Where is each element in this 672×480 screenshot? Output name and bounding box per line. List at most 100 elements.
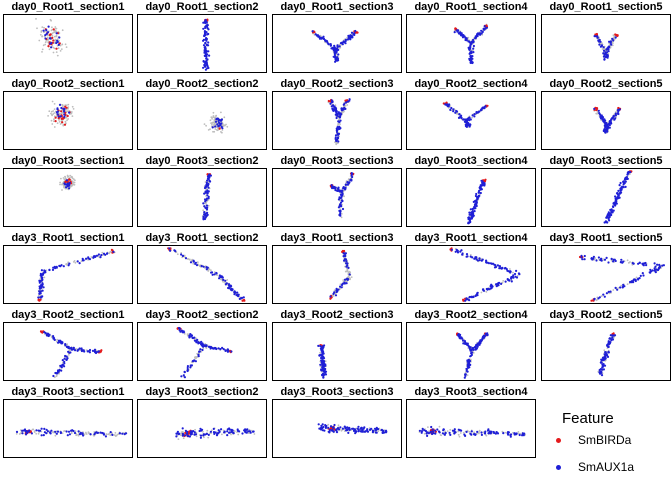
spot-background [203, 123, 206, 125]
spot-background [223, 116, 226, 119]
spot-smaux1a [204, 53, 208, 56]
spot-smaux1a [223, 430, 226, 433]
spot-smbirda [614, 33, 617, 36]
spot-smaux1a [510, 280, 513, 283]
spot-smaux1a [42, 29, 45, 32]
panel-border [3, 245, 133, 304]
panel-border [406, 322, 536, 381]
spot-smaux1a [329, 102, 332, 105]
spot-smaux1a [485, 259, 488, 262]
spot-smaux1a [205, 268, 208, 271]
spot-smaux1a [486, 261, 489, 264]
spot-smaux1a [334, 109, 338, 112]
spot-smaux1a [521, 432, 524, 435]
spot-background [344, 105, 347, 107]
spot-smaux1a [321, 359, 324, 362]
spot-smaux1a [351, 175, 354, 179]
spot-smaux1a [482, 334, 485, 337]
spot-background [108, 432, 111, 435]
spot-smaux1a [598, 371, 601, 374]
spot-smaux1a [605, 129, 609, 133]
spot-background [54, 434, 57, 437]
spot-smaux1a [331, 426, 334, 429]
spot-background [335, 143, 338, 146]
spot-smaux1a [453, 31, 456, 34]
spot-background [77, 434, 80, 437]
spot-smaux1a [611, 116, 614, 119]
spot-smaux1a [245, 431, 248, 434]
spot-smaux1a [597, 256, 600, 259]
spot-smaux1a [206, 65, 209, 68]
spot-background [620, 284, 623, 287]
spot-smaux1a [214, 120, 218, 123]
spot-smaux1a [438, 431, 441, 434]
panel-title-10: day0_Root3_section1 [11, 155, 125, 167]
spot-smaux1a [418, 429, 421, 432]
spot-smaux1a [204, 25, 207, 28]
panel-plot-14 [541, 168, 671, 227]
spot-background [87, 431, 90, 434]
spot-background [183, 254, 186, 257]
spot-smaux1a [209, 180, 212, 183]
spot-smaux1a [472, 295, 475, 299]
spot-background [50, 112, 52, 115]
panel-12: day0_Root3_section3 [272, 155, 402, 227]
spot-smaux1a [202, 265, 205, 268]
spot-background [59, 181, 61, 184]
spot-background [32, 428, 35, 431]
spot-smaux1a [465, 430, 468, 433]
panel-title-22: day3_Root2_section3 [280, 309, 394, 321]
panel-14: day0_Root3_section5 [541, 155, 671, 227]
spot-smaux1a [380, 429, 383, 432]
spot-background [207, 269, 210, 272]
spot-smaux1a [614, 286, 617, 289]
spot-smaux1a [336, 427, 340, 430]
spot-background [195, 435, 198, 438]
spot-smaux1a [202, 21, 205, 24]
spot-smaux1a [332, 55, 335, 58]
spot-smaux1a [345, 260, 348, 263]
spot-smaux1a [198, 350, 201, 353]
spot-smaux1a [483, 25, 486, 28]
spot-smbirda [54, 116, 57, 119]
spot-background [611, 44, 614, 47]
spot-smaux1a [78, 262, 81, 265]
spot-smaux1a [506, 432, 509, 435]
spot-smaux1a [366, 428, 369, 431]
spot-background [74, 179, 76, 182]
spot-smaux1a [333, 186, 336, 189]
spot-smaux1a [476, 294, 479, 297]
spot-smaux1a [580, 256, 583, 259]
spot-smaux1a [656, 268, 659, 271]
spot-background [61, 43, 64, 46]
spot-background [44, 43, 47, 46]
spot-smaux1a [321, 423, 324, 426]
panel-13: day0_Root3_section4 [406, 155, 536, 227]
spot-smaux1a [603, 258, 607, 261]
spot-smaux1a [604, 356, 607, 359]
spot-background [41, 51, 43, 53]
spot-smaux1a [340, 194, 343, 198]
spot-background [338, 118, 340, 121]
spot-smaux1a [614, 36, 617, 39]
spot-background [466, 374, 469, 376]
spot-smaux1a [480, 433, 483, 436]
spot-smaux1a [322, 376, 325, 379]
spot-smaux1a [450, 106, 453, 110]
panel-title-2: day0_Root1_section3 [280, 1, 394, 13]
spot-smaux1a [477, 342, 480, 345]
spot-smaux1a [335, 290, 338, 294]
spot-smaux1a [461, 253, 464, 256]
spot-smaux1a [207, 433, 210, 436]
spot-smaux1a [339, 112, 342, 116]
spot-smaux1a [55, 432, 58, 435]
panel-border [272, 399, 402, 458]
spot-smaux1a [596, 35, 599, 38]
spot-smaux1a [204, 214, 207, 217]
spot-smaux1a [181, 427, 184, 430]
spot-background [187, 333, 190, 336]
spot-smaux1a [465, 297, 468, 300]
spot-smaux1a [323, 344, 326, 347]
panel-border [137, 322, 267, 381]
spot-smaux1a [338, 45, 341, 48]
